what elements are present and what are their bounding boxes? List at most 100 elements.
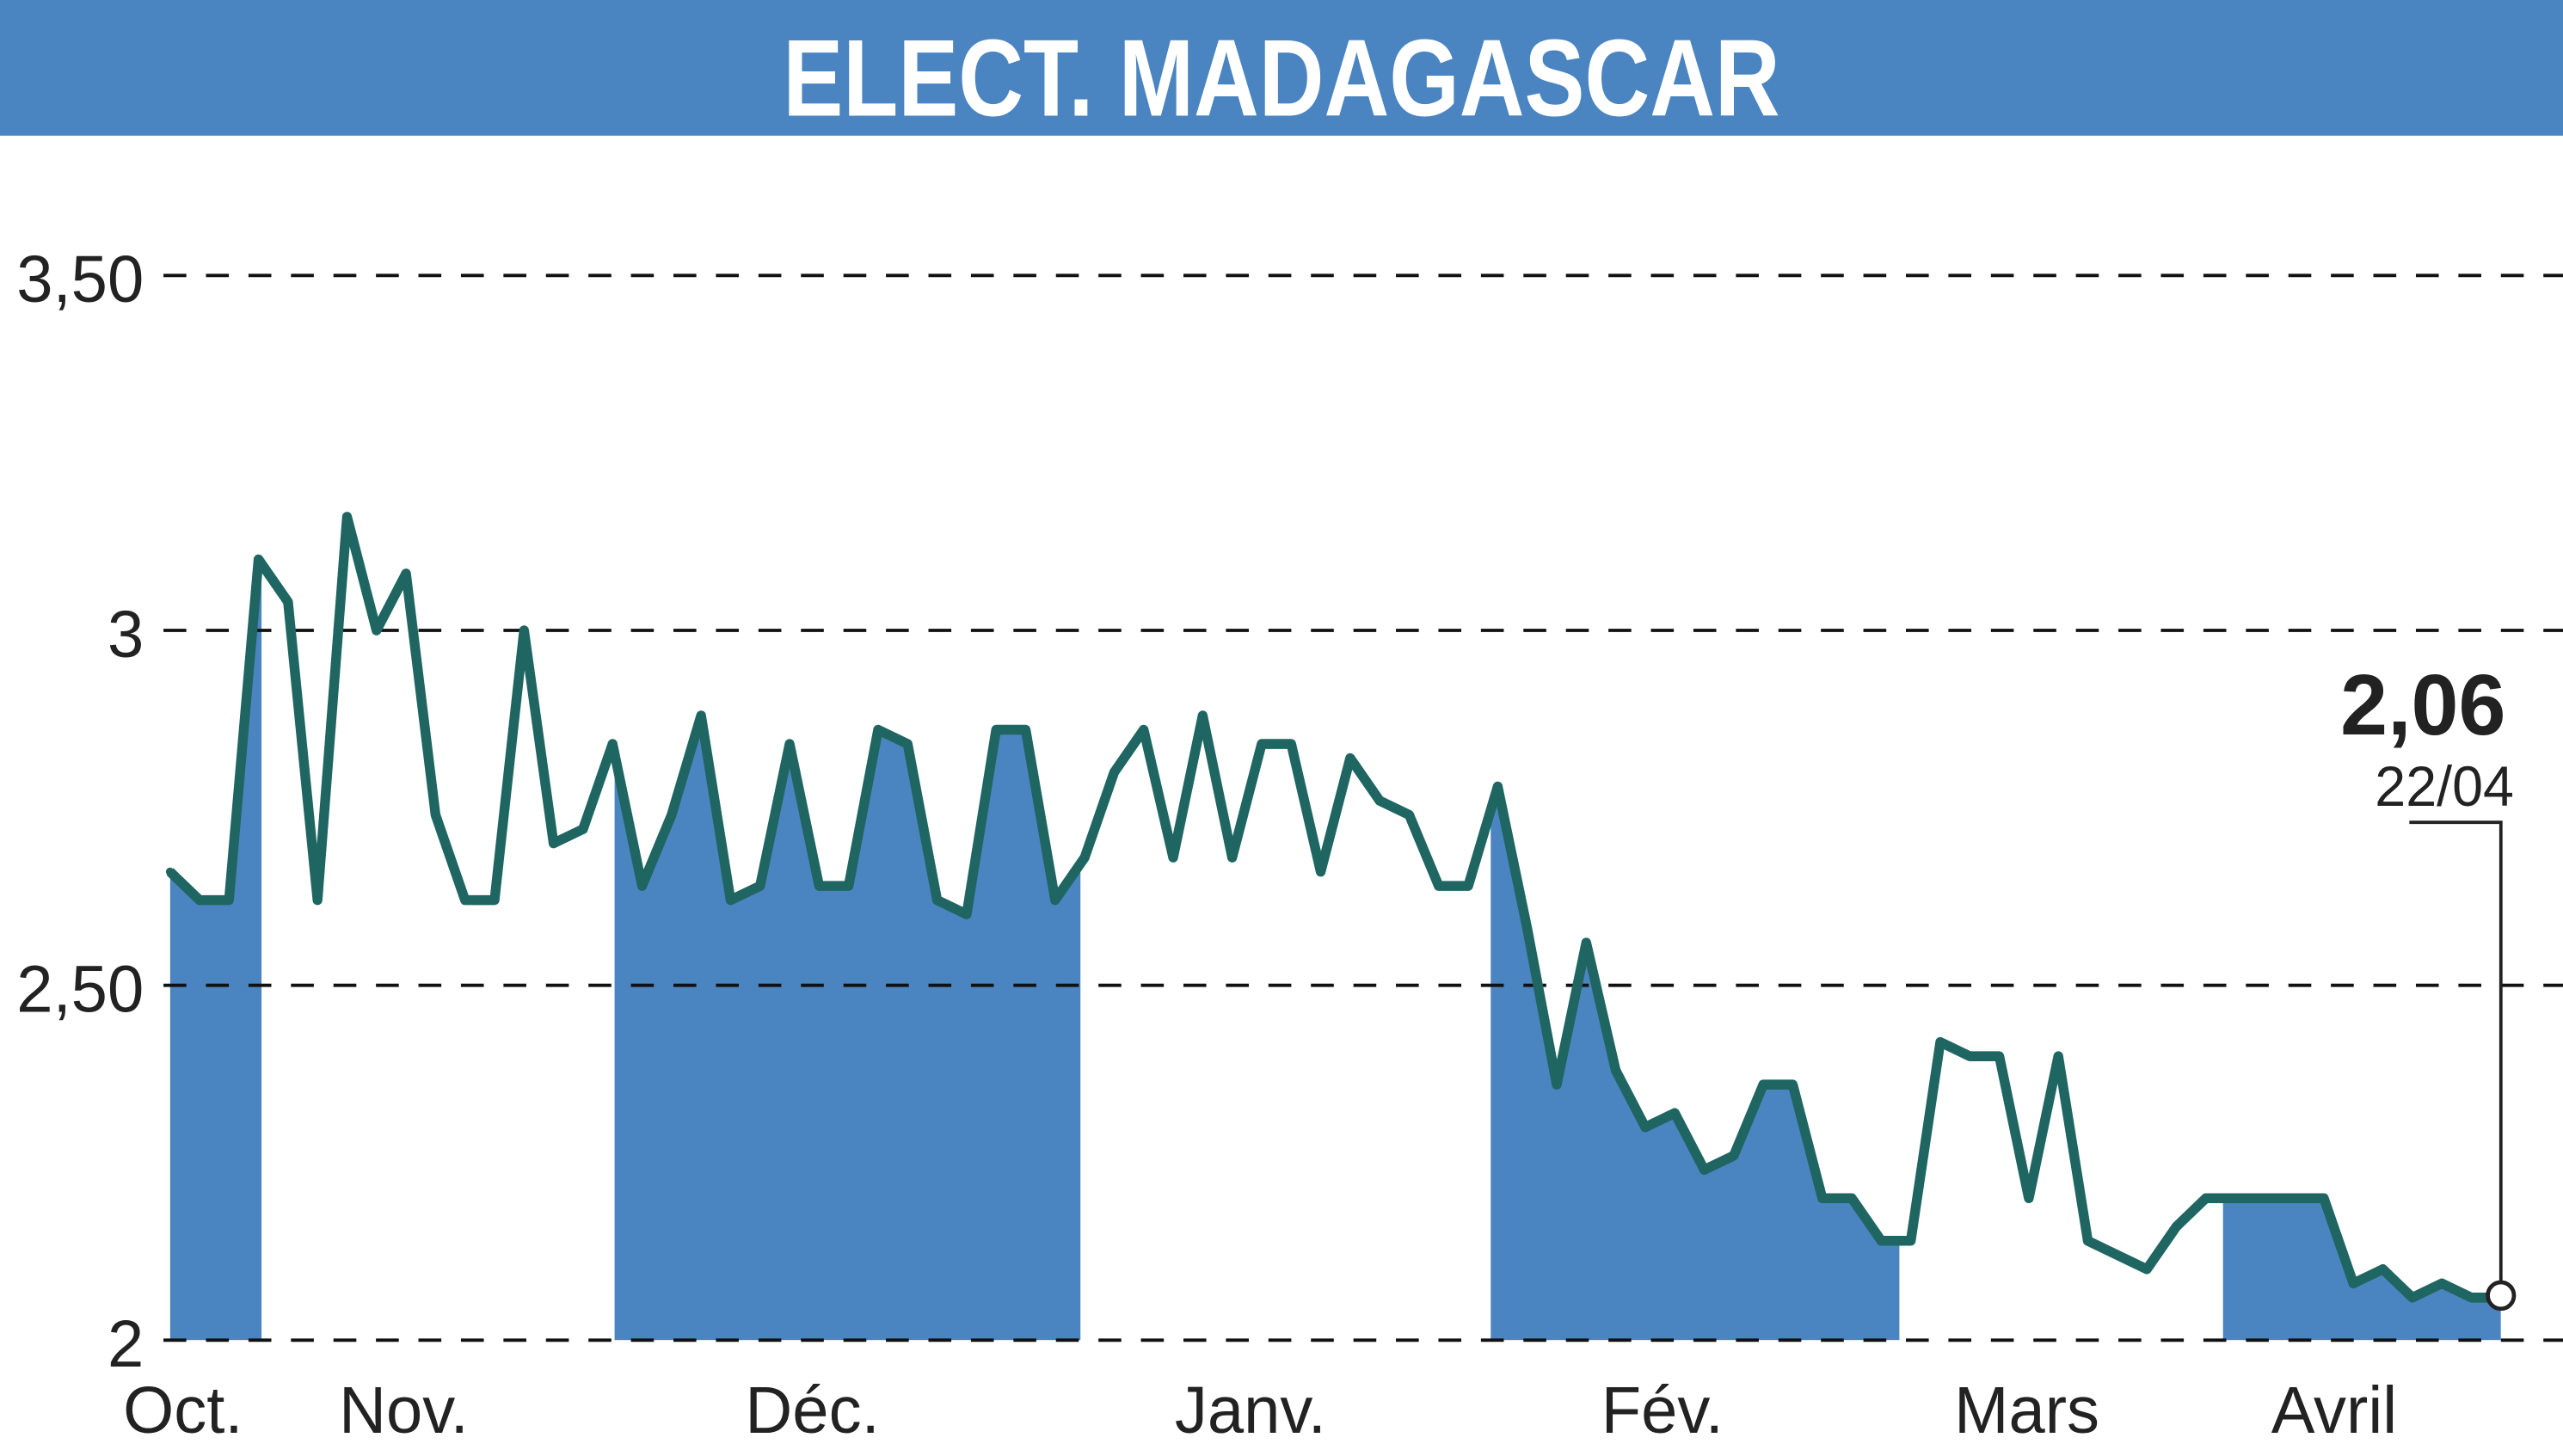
price-point xyxy=(2260,1194,2270,1203)
chart-title: ELECT. MADAGASCAR xyxy=(783,17,1779,139)
month-label: Mars xyxy=(1954,1374,2099,1448)
price-point xyxy=(2467,1293,2476,1302)
price-point xyxy=(1493,782,1503,791)
y-axis-ticks: 3,50 3 2,50 2 xyxy=(16,243,144,1382)
price-point xyxy=(1109,768,1119,777)
price-point xyxy=(1375,796,1384,805)
y-tick-label: 2,50 xyxy=(16,953,144,1027)
y-tick-label: 3 xyxy=(108,598,144,672)
month-band xyxy=(169,516,262,1341)
month-label: Janv. xyxy=(1175,1374,1326,1448)
month-band xyxy=(1490,516,1900,1341)
price-point xyxy=(637,882,647,890)
price-point xyxy=(1287,740,1296,748)
month-band xyxy=(614,516,1081,1341)
price-point xyxy=(932,895,942,905)
price-point xyxy=(2289,1194,2299,1203)
price-point xyxy=(1522,924,1532,933)
price-point xyxy=(460,895,470,905)
price-point xyxy=(992,725,1000,734)
price-point xyxy=(1877,1236,1886,1245)
month-label: Nov. xyxy=(339,1374,469,1448)
price-point xyxy=(195,895,204,905)
price-point xyxy=(2231,1194,2240,1203)
price-point xyxy=(2349,1279,2358,1288)
price-line xyxy=(166,512,2501,1303)
price-point xyxy=(1080,853,1089,862)
price-point xyxy=(962,910,971,918)
last-value-leader xyxy=(2409,820,2503,1284)
y-tick-label: 2 xyxy=(108,1308,144,1382)
last-value: 2,06 xyxy=(2340,658,2505,754)
price-point xyxy=(2437,1279,2446,1288)
x-axis-months: Oct. Nov. Déc. Janv. Fév. Mars Avril xyxy=(123,1374,2397,1448)
price-point xyxy=(342,513,352,521)
price-point xyxy=(1611,1066,1620,1075)
price-point xyxy=(284,598,292,606)
price-point xyxy=(2201,1194,2210,1203)
price-point xyxy=(519,626,529,635)
month-label: Déc. xyxy=(745,1374,879,1448)
price-point xyxy=(814,882,824,890)
price-point xyxy=(785,740,794,748)
price-point xyxy=(2113,1250,2122,1260)
grid-lines xyxy=(163,273,2563,1342)
price-point xyxy=(1788,1080,1798,1090)
price-point xyxy=(1139,725,1148,734)
last-value-date: 22/04 xyxy=(2375,755,2514,818)
price-point xyxy=(1404,810,1414,820)
price-series xyxy=(165,512,2505,1303)
price-point xyxy=(903,740,913,748)
price-point xyxy=(2172,1222,2181,1232)
price-point xyxy=(2320,1194,2328,1203)
price-point xyxy=(697,711,705,720)
price-point xyxy=(1965,1052,1975,1061)
shaded-month-bands xyxy=(169,516,2501,1341)
price-point xyxy=(1699,1165,1709,1175)
price-point xyxy=(313,895,322,905)
price-point xyxy=(667,810,676,820)
last-value-marker xyxy=(2486,1280,2517,1312)
price-point xyxy=(1435,882,1443,890)
price-point xyxy=(165,867,175,876)
price-point xyxy=(1994,1052,2004,1061)
price-point xyxy=(1759,1080,1767,1090)
price-point xyxy=(1906,1236,1915,1245)
title-bar xyxy=(0,0,2563,136)
month-label: Avril xyxy=(2271,1374,2397,1448)
price-point xyxy=(1021,725,1030,734)
price-point xyxy=(1227,853,1237,862)
price-point xyxy=(844,882,853,890)
price-point xyxy=(254,555,263,564)
price-point xyxy=(431,810,440,820)
price-point xyxy=(549,839,558,848)
price-point xyxy=(402,569,410,578)
price-point xyxy=(1346,753,1355,763)
price-point xyxy=(2083,1236,2093,1245)
price-point xyxy=(1552,1080,1561,1090)
price-point xyxy=(2378,1264,2388,1274)
price-point xyxy=(2408,1293,2417,1302)
price-point xyxy=(1670,1109,1679,1118)
price-point xyxy=(1847,1194,1856,1203)
price-point xyxy=(224,895,234,905)
price-point xyxy=(1169,853,1177,862)
price-point xyxy=(1257,740,1266,748)
price-point xyxy=(874,725,882,734)
y-tick-label: 3,50 xyxy=(16,243,144,317)
price-point xyxy=(1464,882,1472,890)
price-point xyxy=(756,882,765,890)
price-point xyxy=(726,895,735,905)
price-point xyxy=(1730,1151,1738,1160)
price-point xyxy=(608,740,617,748)
price-point xyxy=(1818,1194,1827,1203)
price-point xyxy=(1198,711,1208,720)
price-point xyxy=(1316,867,1325,876)
price-point xyxy=(372,626,381,635)
price-point xyxy=(1641,1122,1650,1132)
month-label: Oct. xyxy=(123,1374,243,1448)
price-point xyxy=(1936,1037,1945,1047)
price-point xyxy=(2142,1264,2151,1274)
price-point xyxy=(490,895,499,905)
